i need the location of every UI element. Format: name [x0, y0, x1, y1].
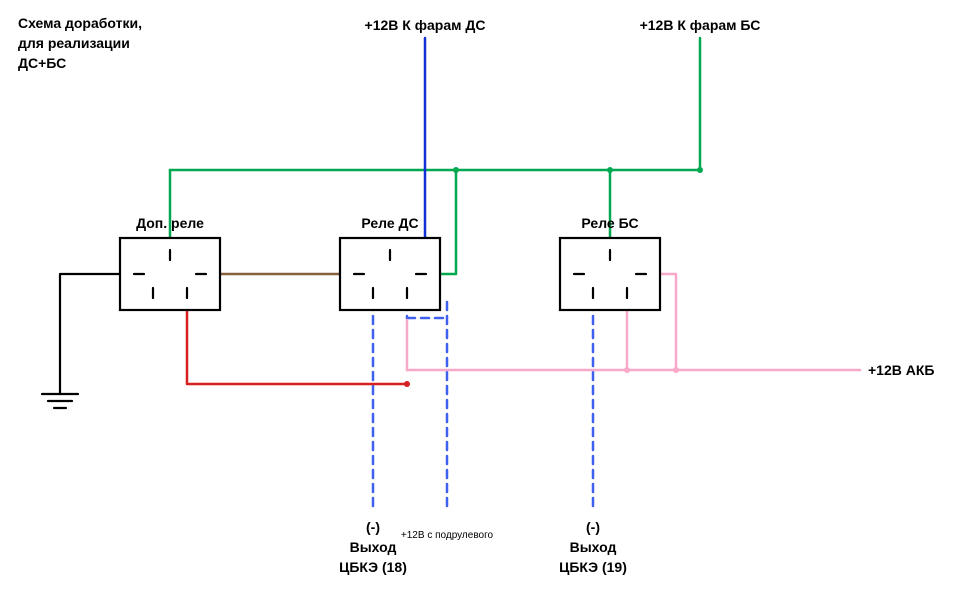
title-line1: Схема доработки, [18, 15, 142, 31]
title-line3: ДС+БС [18, 55, 66, 71]
label-center-12v: +12В с подрулевого [401, 530, 494, 541]
label-minus-18: (-) [366, 519, 380, 535]
wiring-diagram: Доп. реле Реле ДС Реле БС Схема доработки, д… [0, 0, 960, 600]
relay-aux-label: Доп. реле [136, 215, 204, 231]
label-minus-19: (-) [586, 519, 600, 535]
label-out19-l2: ЦБКЭ (19) [559, 559, 627, 575]
label-top-bs: +12В К фарам БС [640, 17, 761, 33]
label-top-ds: +12В К фарам ДС [365, 17, 486, 33]
label-akb: +12В АКБ [868, 362, 934, 378]
label-out18-l2: ЦБКЭ (18) [339, 559, 407, 575]
relay-bs-label: Реле БС [581, 215, 638, 231]
label-out18-l1: Выход [350, 539, 397, 555]
relay-ds-label: Реле ДС [361, 215, 418, 231]
title-line2: для реализации [18, 35, 130, 51]
label-out19-l1: Выход [570, 539, 617, 555]
